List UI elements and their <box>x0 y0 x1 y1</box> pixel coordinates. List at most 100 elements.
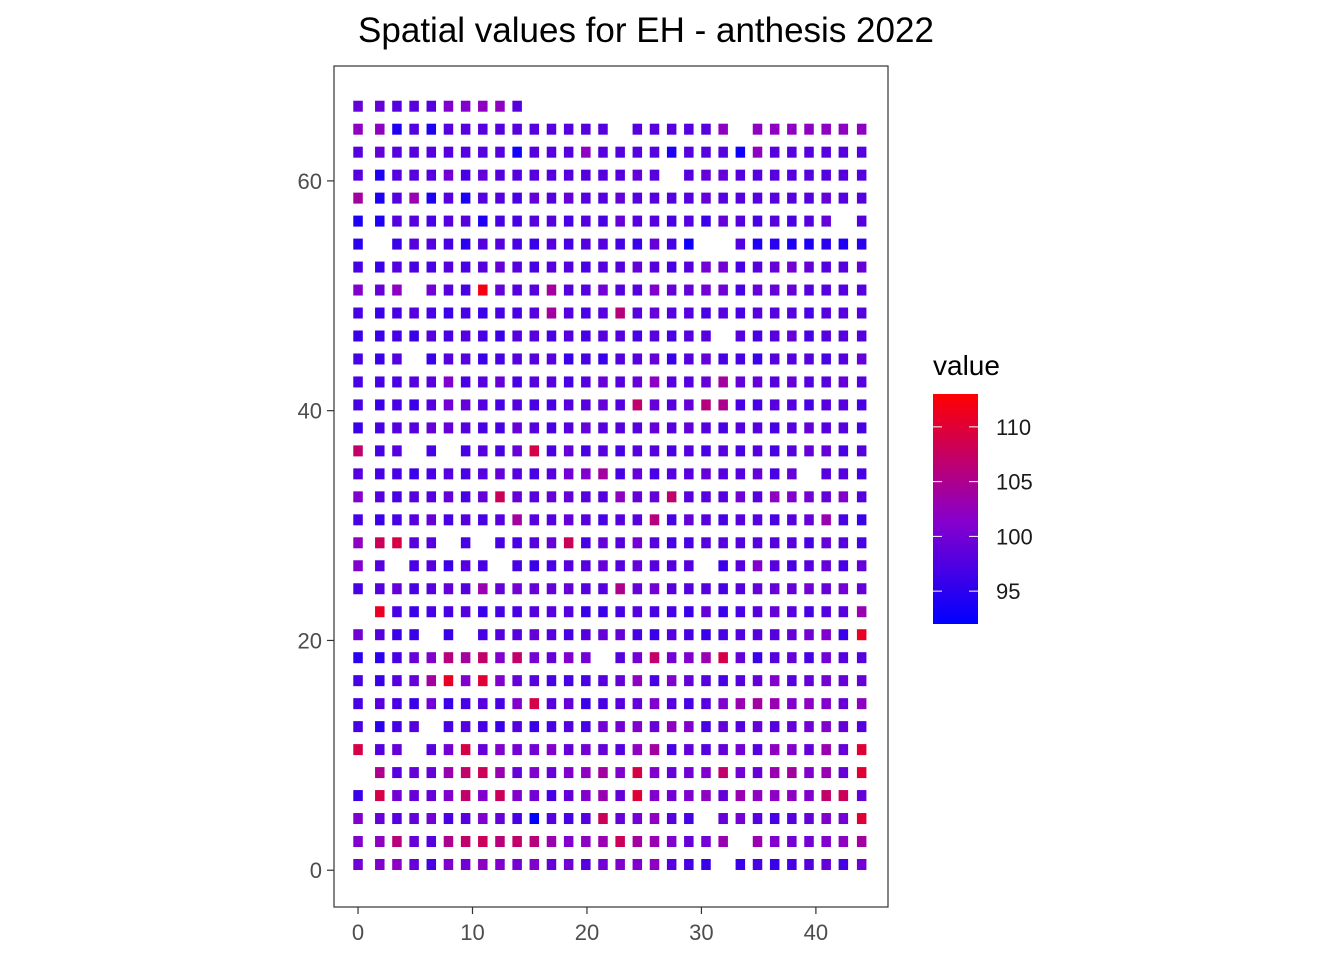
tile <box>856 192 867 204</box>
tile <box>735 146 746 158</box>
tile <box>752 744 763 756</box>
tile <box>460 215 471 227</box>
tile <box>478 261 488 273</box>
tile <box>838 675 849 687</box>
tile <box>632 261 643 273</box>
tile <box>563 606 574 618</box>
tile <box>787 858 797 870</box>
tile <box>460 261 471 273</box>
tile <box>563 675 574 687</box>
tile <box>426 813 437 825</box>
tile <box>804 399 814 411</box>
tile <box>375 422 385 434</box>
tile <box>353 100 363 112</box>
tile <box>684 376 694 388</box>
tile <box>353 399 363 411</box>
tile <box>443 629 454 641</box>
tile <box>460 422 471 434</box>
tile <box>495 146 505 158</box>
tile <box>752 238 763 250</box>
tile <box>718 721 728 733</box>
tile <box>409 238 419 250</box>
tile <box>581 514 591 526</box>
tile <box>615 767 625 779</box>
tile <box>426 100 437 112</box>
tile <box>735 790 746 802</box>
tile <box>443 123 454 135</box>
tile <box>495 537 505 549</box>
tile <box>838 560 849 572</box>
tile <box>684 514 694 526</box>
tile <box>375 146 385 158</box>
tile <box>409 491 419 503</box>
tile <box>632 284 643 296</box>
tile <box>684 790 694 802</box>
tile <box>632 698 643 710</box>
tile <box>409 606 419 618</box>
tile <box>392 790 402 802</box>
tile <box>460 560 471 572</box>
tile <box>426 238 437 250</box>
tile <box>581 399 591 411</box>
tile <box>529 123 540 135</box>
tile <box>838 422 849 434</box>
tile <box>804 744 814 756</box>
tile <box>838 353 849 365</box>
tile <box>701 537 711 549</box>
tile <box>392 629 402 641</box>
tile <box>752 330 763 342</box>
tile <box>495 698 505 710</box>
tile <box>735 330 746 342</box>
tile <box>787 238 797 250</box>
tile <box>512 790 522 802</box>
tile <box>375 192 385 204</box>
tile <box>529 445 540 457</box>
tile <box>666 744 677 756</box>
tile <box>546 284 557 296</box>
tile <box>546 652 557 664</box>
tile <box>495 238 505 250</box>
tile <box>529 858 540 870</box>
tile <box>666 721 677 733</box>
tile <box>353 514 363 526</box>
tile <box>426 192 437 204</box>
tile <box>735 629 746 641</box>
tile <box>787 836 797 848</box>
tile <box>804 813 814 825</box>
tile <box>804 652 814 664</box>
tile <box>375 514 385 526</box>
tile <box>512 514 522 526</box>
tile <box>632 675 643 687</box>
tile <box>735 514 746 526</box>
tile <box>353 790 363 802</box>
tile <box>598 721 608 733</box>
legend-tick-label: 110 <box>996 415 1031 440</box>
tile <box>598 445 608 457</box>
tile <box>375 537 385 549</box>
tile <box>426 284 437 296</box>
tile <box>353 445 363 457</box>
tile <box>598 399 608 411</box>
tile <box>495 353 505 365</box>
tile <box>649 468 660 480</box>
tile <box>752 583 763 595</box>
tile <box>769 836 780 848</box>
tile <box>495 123 505 135</box>
tile <box>752 468 763 480</box>
tile <box>838 491 849 503</box>
tile <box>409 307 419 319</box>
tile <box>666 583 677 595</box>
tile <box>546 146 557 158</box>
tile <box>735 399 746 411</box>
tile <box>684 721 694 733</box>
tile <box>752 813 763 825</box>
tile <box>598 560 608 572</box>
tile <box>821 445 831 457</box>
tile <box>353 721 363 733</box>
tile <box>495 675 505 687</box>
tile <box>735 491 746 503</box>
tile <box>615 330 625 342</box>
tile <box>529 307 540 319</box>
tile <box>752 629 763 641</box>
tile <box>718 813 728 825</box>
